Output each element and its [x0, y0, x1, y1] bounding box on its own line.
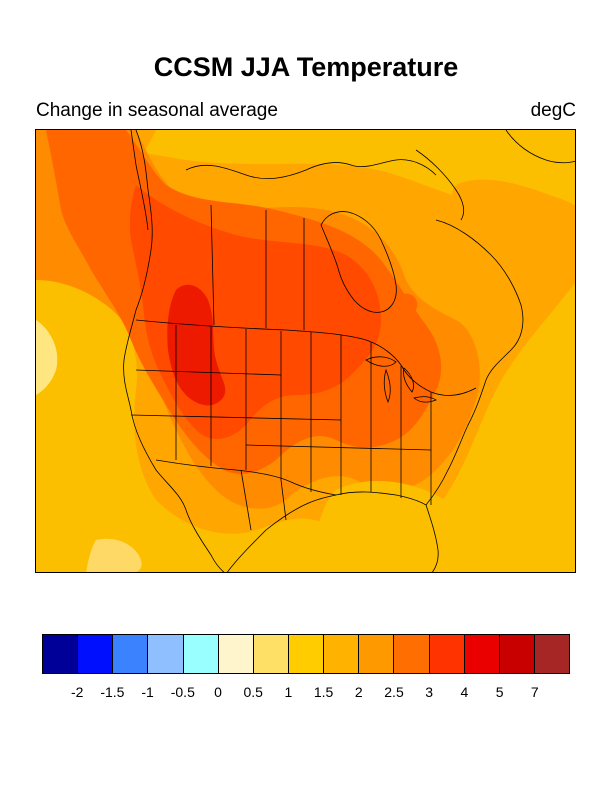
colorbar-swatch: [394, 635, 430, 673]
colorbar-swatch: [499, 635, 535, 673]
baffin-coastline: [415, 149, 465, 221]
colorbar-tick-label: 4: [460, 684, 469, 700]
contour-atlantic: [494, 374, 575, 572]
map-panel: [35, 129, 576, 573]
colorbar-tick-label: -2: [70, 684, 84, 700]
gulf-coastline: [335, 491, 427, 506]
mexico-state-line-2: [280, 479, 287, 521]
colorbar-swatch: [253, 635, 289, 673]
colorbar-tick-labels: -2 -1.5 -1 -0.5 0 0.5 1 1.5 2 2.5 3 4 5 7: [42, 684, 570, 704]
colorbar-tick-label: 0.5: [243, 684, 263, 700]
boundary-lines: [123, 130, 575, 572]
contour-southeast: [314, 481, 477, 572]
hudson-bay-coastline: [320, 211, 397, 313]
colorbar-swatch: [534, 635, 570, 673]
colorbar-tick-label: -1.5: [100, 684, 125, 700]
colorbar-tick-label: 0: [214, 684, 222, 700]
florida-coastline: [425, 504, 439, 572]
us-state-line-12: [245, 444, 432, 451]
us-state-line-10: [135, 369, 282, 376]
colorbar-swatch: [464, 635, 500, 673]
colorbar: [42, 634, 570, 674]
colorbar-swatch: [113, 635, 149, 673]
colorbar-tick-label: -0.5: [170, 684, 195, 700]
colorbar-tick-label: 7: [530, 684, 539, 700]
labrador-coastline: [435, 219, 524, 381]
colorbar-swatch: [429, 635, 465, 673]
atlantic-coastline: [425, 379, 487, 506]
colorbar-swatch: [43, 635, 79, 673]
us-state-line-11: [130, 414, 342, 421]
colorbar-swatch: [324, 635, 360, 673]
mexico-coastline: [227, 494, 337, 572]
lake-erie: [413, 396, 437, 403]
mexico-state-line-1: [240, 469, 252, 531]
contour-southwest: [36, 430, 151, 572]
subtitle-left: Change in seasonal average: [36, 100, 278, 121]
greenland-coastline: [505, 130, 575, 164]
contour-hudson: [398, 293, 418, 315]
lake-michigan: [383, 368, 391, 404]
colorbar-tick-label: 3: [425, 684, 434, 700]
pacific-coastline: [123, 130, 225, 572]
canada-provincial-line-1: [210, 204, 215, 326]
map-canvas: [36, 130, 575, 572]
contour-gulf-light: [86, 538, 142, 572]
arctic-coastline: [185, 159, 437, 180]
colorbar-tick-label: 1: [284, 684, 293, 700]
colorbar-swatch: [218, 635, 254, 673]
contour-pacific-light: [36, 320, 58, 395]
units-label: degC: [530, 100, 576, 121]
alaska-border: [130, 130, 149, 231]
colorbar-swatch: [359, 635, 395, 673]
colorbar-tick-label: 1.5: [313, 684, 334, 700]
colorbar-tick-label: 2: [354, 684, 363, 700]
lake-superior: [365, 356, 397, 367]
lake-huron: [403, 367, 414, 393]
map-title: CCSM JJA Temperature: [153, 52, 459, 82]
colorbar-swatch: [183, 635, 219, 673]
colorbar-swatch: [78, 635, 114, 673]
colorbar-tick-label: -1: [141, 684, 154, 700]
colorbar-tick-label: 5: [495, 684, 504, 700]
contour-northeast-pale: [451, 179, 575, 250]
colorbar-tick-label: 2.5: [384, 684, 404, 700]
colorbar-swatch: [148, 635, 184, 673]
colorbar-swatch: [288, 635, 325, 673]
